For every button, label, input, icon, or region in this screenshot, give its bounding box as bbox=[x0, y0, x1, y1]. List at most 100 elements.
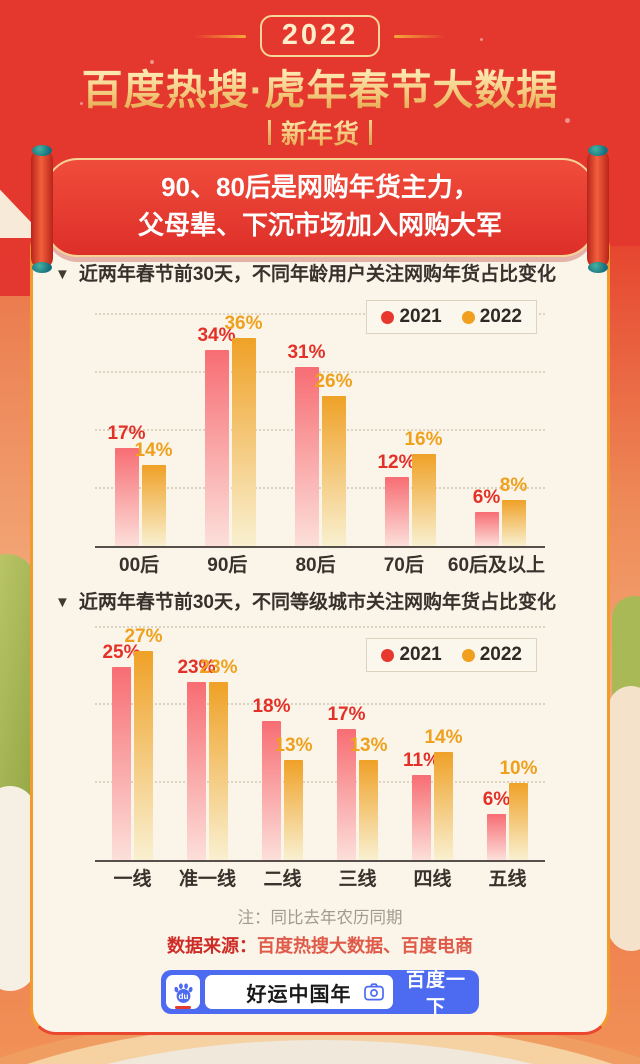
data-source-text: 百度热搜大数据、百度电商 bbox=[257, 936, 473, 957]
bar-value-label: 18% bbox=[252, 695, 291, 717]
bar bbox=[487, 813, 506, 861]
camera-icon bbox=[364, 983, 384, 1001]
legend-item-2022: 2022 bbox=[461, 306, 522, 328]
footnote-text: 同比去年农历同期 bbox=[270, 909, 403, 928]
search-button[interactable]: 百度一下 bbox=[405, 970, 466, 1019]
bar-value-label: 14% bbox=[134, 440, 173, 462]
legend-dot-2022-icon bbox=[461, 310, 475, 324]
svg-text:du: du bbox=[178, 992, 188, 1001]
data-source-label: 数据来源： bbox=[167, 936, 257, 957]
age-chart-categories: 00后 90后 80后 70后 60后及以上 bbox=[95, 548, 545, 580]
bar-column: 16% bbox=[404, 429, 443, 547]
category-label: 一线 bbox=[113, 869, 152, 891]
legend-label-2021: 2021 bbox=[399, 644, 442, 666]
bar-column: 8% bbox=[500, 475, 527, 547]
page-title: 百度热搜·虎年春节大数据 bbox=[0, 67, 640, 114]
bar-value-label: 23% bbox=[177, 657, 216, 679]
bar-column: 34% bbox=[197, 325, 236, 547]
bar-group: 6% 8% bbox=[473, 475, 527, 547]
legend-label-2021: 2021 bbox=[399, 306, 442, 328]
bar bbox=[294, 367, 319, 547]
baidu-logo[interactable]: du bbox=[166, 975, 200, 1010]
bar-group: 6% 10% bbox=[483, 758, 538, 861]
bar bbox=[384, 477, 409, 547]
bar bbox=[501, 500, 526, 547]
bar-value-label: 31% bbox=[287, 342, 326, 364]
header: 2022 百度热搜·虎年春节大数据 新年货 bbox=[0, 0, 640, 151]
legend-item-2021: 2021 bbox=[381, 644, 442, 666]
triangle-marker-icon: ▼ bbox=[55, 266, 70, 284]
bar bbox=[474, 511, 499, 547]
bar bbox=[509, 782, 528, 861]
city-chart-section: ▼ 近两年春节前30天，不同等级城市关注网购年货占比变化 2021 2022 2… bbox=[55, 590, 585, 894]
baidu-search-bar[interactable]: du 好运中国年 百度一下 bbox=[161, 970, 479, 1018]
category-label: 70后 bbox=[383, 555, 424, 577]
data-source: 数据来源：百度热搜大数据、百度电商 bbox=[55, 934, 585, 958]
camera-search-button[interactable] bbox=[364, 983, 384, 1001]
bar-column: 11% bbox=[403, 750, 440, 861]
bar-column: 10% bbox=[499, 758, 538, 861]
category-label: 80后 bbox=[295, 555, 336, 577]
bar-column: 14% bbox=[424, 727, 463, 861]
bar-value-label: 26% bbox=[314, 371, 353, 393]
city-chart-bars: 25% 27% 23% 23% 18% 13% 17% 13% 11% 14% 6% 10% bbox=[95, 620, 545, 861]
year-badge-row: 2022 bbox=[0, 14, 640, 58]
bar-value-label: 16% bbox=[404, 428, 443, 450]
sparkle bbox=[80, 102, 83, 105]
subtitle-bar-right bbox=[369, 120, 372, 146]
bar-column: 23% bbox=[199, 657, 238, 861]
bar-column: 18% bbox=[252, 696, 291, 861]
page-subtitle: 新年货 bbox=[281, 114, 359, 151]
bar bbox=[284, 759, 303, 861]
legend-dot-2022-icon bbox=[461, 648, 475, 662]
bar-value-label: 17% bbox=[107, 423, 146, 445]
bar bbox=[412, 775, 431, 861]
bar-column: 13% bbox=[274, 735, 313, 861]
bar-value-label: 6% bbox=[482, 788, 511, 810]
bar-column: 14% bbox=[134, 440, 173, 547]
decor-right-blob bbox=[608, 686, 640, 951]
bar bbox=[114, 448, 139, 547]
legend-label-2022: 2022 bbox=[479, 306, 522, 328]
bar-column: 23% bbox=[177, 657, 216, 861]
age-chart-section: ▼ 近两年春节前30天，不同年龄用户关注网购年货占比变化 2021 2022 1… bbox=[55, 262, 585, 580]
decor-left-ribbon bbox=[0, 296, 30, 586]
age-chart-title-text: 近两年春节前30天，不同年龄用户关注网购年货占比变化 bbox=[78, 264, 556, 286]
bar bbox=[209, 682, 228, 861]
content-card: ▼ 近两年春节前30天，不同年龄用户关注网购年货占比变化 2021 2022 1… bbox=[30, 223, 610, 1036]
bar-column: 36% bbox=[224, 313, 263, 547]
gridline bbox=[95, 626, 545, 629]
category-label: 60后及以上 bbox=[447, 555, 546, 577]
category-label: 准一线 bbox=[178, 869, 236, 891]
bar-group: 34% 36% bbox=[197, 313, 263, 547]
bar bbox=[359, 759, 378, 861]
search-input[interactable]: 好运中国年 bbox=[205, 975, 393, 1010]
bar-column: 6% bbox=[473, 487, 500, 547]
legend-dot-2021-icon bbox=[381, 310, 395, 324]
bar-value-label: 23% bbox=[199, 657, 238, 679]
bar-group: 12% 16% bbox=[377, 429, 443, 547]
baidu-logo-underline bbox=[175, 1006, 191, 1010]
bar-value-label: 13% bbox=[274, 734, 313, 756]
city-chart-plot: 2021 2022 25% 27% 23% 23% 18% 13% 17% 13% 11% 14%… bbox=[95, 620, 545, 863]
bar-value-label: 10% bbox=[499, 757, 538, 779]
bar bbox=[262, 720, 281, 861]
footnote: 注：同比去年农历同期 bbox=[55, 908, 585, 928]
gridline bbox=[95, 780, 545, 783]
bar-value-label: 12% bbox=[377, 452, 416, 474]
sparkle bbox=[565, 118, 570, 123]
bar-value-label: 6% bbox=[472, 486, 501, 508]
gridline bbox=[95, 371, 545, 374]
bar-column: 12% bbox=[377, 452, 416, 547]
bar bbox=[411, 453, 436, 547]
legend-item-2021: 2021 bbox=[381, 306, 442, 328]
banner-headline-line2: 父母辈、下沉市场加入网购大军 bbox=[137, 209, 502, 240]
subtitle-bar-left bbox=[267, 120, 271, 146]
scroll-rod-left bbox=[31, 148, 53, 270]
baidu-paw-icon: du bbox=[173, 983, 193, 1003]
gridline bbox=[95, 428, 545, 431]
bar-group: 18% 13% bbox=[252, 696, 313, 861]
category-label: 五线 bbox=[488, 869, 527, 891]
sparkle bbox=[480, 38, 483, 41]
